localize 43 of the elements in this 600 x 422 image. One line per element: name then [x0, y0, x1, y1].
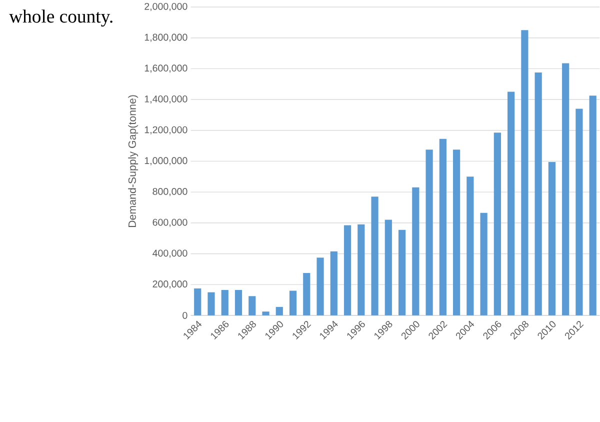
bar [344, 225, 352, 316]
y-tick-label: 600,000 [152, 218, 188, 228]
bar [426, 150, 433, 316]
bar [289, 290, 297, 316]
bar [480, 212, 488, 316]
y-tick-label: 800,000 [152, 188, 188, 196]
bar [576, 108, 583, 316]
bar [358, 224, 365, 316]
bar [548, 162, 556, 316]
y-tick-label: 400,000 [152, 250, 188, 258]
y-tick-label: 2,000,000 [144, 3, 188, 12]
y-tick-label: 1,000,000 [144, 157, 188, 166]
bar [194, 288, 202, 316]
y-axis-title: Demand-Supply Gap(tonne) [128, 95, 138, 228]
bar [371, 196, 378, 316]
y-tick-label: 1,200,000 [144, 126, 188, 134]
bar [494, 132, 501, 316]
bar [384, 220, 392, 316]
bar [330, 252, 338, 316]
bar [521, 30, 528, 316]
bar [466, 176, 474, 316]
y-tick-label: 1,800,000 [144, 34, 188, 42]
y-tick-label: 1,400,000 [144, 96, 188, 104]
bar [234, 290, 242, 316]
bar [221, 290, 228, 316]
y-tick-label: 0 [182, 312, 188, 319]
bar [589, 96, 596, 316]
text: whole county. [9, 10, 112, 27]
bar [439, 138, 446, 316]
bar [248, 296, 256, 316]
bar [303, 273, 310, 316]
bar [276, 307, 283, 316]
bar [262, 312, 270, 316]
y-tick-label: 1,600,000 [144, 64, 188, 73]
bar [562, 63, 570, 316]
bar [453, 150, 460, 316]
bar [316, 258, 324, 316]
bar [534, 72, 542, 316]
bar [412, 188, 420, 316]
y-tick-label: 200,000 [152, 280, 188, 289]
bar [508, 92, 515, 316]
bar [208, 292, 215, 316]
bar [398, 230, 406, 316]
